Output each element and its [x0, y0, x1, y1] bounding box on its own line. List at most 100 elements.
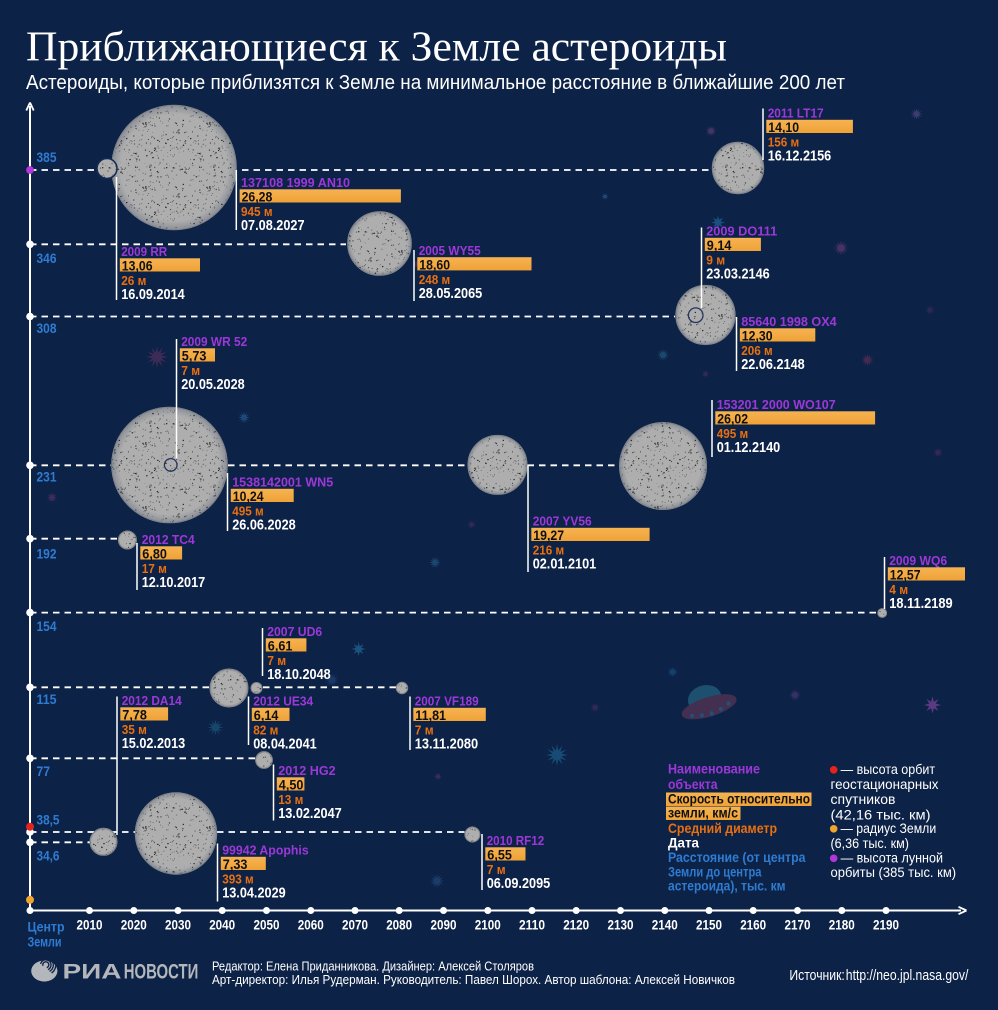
svg-text:Приближающиеся к Земле астерои: Приближающиеся к Земле астероиды [26, 25, 727, 71]
svg-text:945 м: 945 м [241, 205, 273, 219]
svg-text:объекта: объекта [668, 776, 718, 792]
svg-text:(6,36 тыс. км): (6,36 тыс. км) [831, 835, 909, 851]
svg-text:16.09.2014: 16.09.2014 [121, 287, 185, 303]
svg-text:астероида), тыс. км: астероида), тыс. км [668, 878, 786, 894]
svg-text:18.10.2048: 18.10.2048 [267, 667, 331, 683]
svg-text:6,14: 6,14 [254, 708, 279, 723]
svg-text:495 м: 495 м [717, 427, 749, 441]
svg-text:2050: 2050 [254, 917, 280, 933]
svg-text:Дата: Дата [668, 835, 699, 851]
svg-text:34,6: 34,6 [37, 848, 60, 864]
svg-text:385: 385 [37, 149, 57, 165]
svg-text:85640 1998 OX4: 85640 1998 OX4 [741, 314, 837, 329]
svg-text:Земли до центра: Земли до центра [668, 863, 762, 879]
svg-text:2009 RR: 2009 RR [121, 244, 168, 259]
svg-text:Арт-директор: Илья Рудерман. Р: Арт-директор: Илья Рудерман. Руководител… [212, 973, 735, 987]
svg-text:346: 346 [37, 250, 57, 266]
svg-text:2120: 2120 [563, 917, 589, 933]
svg-text:2170: 2170 [785, 917, 811, 933]
svg-text:2190: 2190 [873, 917, 899, 933]
svg-text:2080: 2080 [386, 917, 412, 933]
svg-text:308: 308 [37, 320, 57, 336]
svg-text:Земли: Земли [28, 934, 62, 950]
svg-text:2090: 2090 [431, 917, 457, 933]
svg-text:2007 VF189: 2007 VF189 [415, 694, 479, 709]
svg-text:18,60: 18,60 [419, 257, 450, 272]
svg-text:154: 154 [37, 618, 57, 634]
svg-text:Скорость относительно: Скорость относительно [668, 791, 810, 807]
svg-text:02.01.2101: 02.01.2101 [533, 557, 597, 573]
svg-text:4 м: 4 м [889, 583, 908, 597]
svg-text:Центр: Центр [28, 919, 65, 935]
svg-text:248 м: 248 м [419, 273, 451, 287]
svg-text:НОВОСТИ: НОВОСТИ [124, 960, 199, 984]
svg-text:7,33: 7,33 [223, 857, 248, 872]
svg-text:5,73: 5,73 [182, 348, 207, 363]
svg-text:82 м: 82 м [253, 724, 278, 738]
svg-text:6,80: 6,80 [142, 546, 167, 561]
svg-text:13.02.2047: 13.02.2047 [278, 806, 342, 822]
svg-text:7 м: 7 м [181, 364, 200, 378]
svg-text:2009 WQ6: 2009 WQ6 [889, 553, 947, 568]
svg-text:11,81: 11,81 [415, 708, 446, 723]
svg-text:2005 WY55: 2005 WY55 [419, 243, 481, 258]
svg-text:14,10: 14,10 [768, 120, 799, 135]
svg-text:9,14: 9,14 [707, 238, 732, 253]
svg-text:35 м: 35 м [122, 723, 147, 737]
svg-text:2150: 2150 [696, 917, 722, 933]
svg-text:99942 Apophis: 99942 Apophis [222, 843, 309, 858]
svg-text:7,78: 7,78 [122, 707, 147, 722]
svg-text:17 м: 17 м [142, 562, 167, 576]
svg-text:2030: 2030 [165, 917, 191, 933]
svg-text:38,5: 38,5 [37, 812, 60, 828]
svg-text:— высота орбит: — высота орбит [841, 761, 936, 777]
svg-text:26,28: 26,28 [242, 189, 273, 204]
svg-text:216 м: 216 м [533, 544, 565, 558]
svg-text:— радиус Земли: — радиус Земли [841, 820, 937, 836]
svg-text:22.06.2148: 22.06.2148 [741, 357, 805, 373]
svg-text:19,27: 19,27 [533, 528, 564, 543]
svg-text:2012 UE34: 2012 UE34 [253, 694, 314, 709]
svg-text:2040: 2040 [209, 917, 235, 933]
svg-text:18.11.2189: 18.11.2189 [889, 596, 953, 612]
svg-text:2007 YV56: 2007 YV56 [533, 514, 592, 529]
svg-text:12,30: 12,30 [742, 328, 773, 343]
svg-text:7 м: 7 м [267, 654, 286, 668]
svg-text:16.12.2156: 16.12.2156 [768, 149, 832, 165]
svg-text:26.06.2028: 26.06.2028 [232, 518, 296, 534]
svg-text:08.04.2041: 08.04.2041 [253, 737, 317, 753]
svg-text:2140: 2140 [652, 917, 678, 933]
svg-text:2180: 2180 [829, 917, 855, 933]
svg-text:15.02.2013: 15.02.2013 [122, 736, 186, 752]
svg-text:13,06: 13,06 [122, 258, 153, 273]
svg-text:2060: 2060 [298, 917, 324, 933]
svg-text:23.03.2146: 23.03.2146 [706, 267, 770, 283]
svg-text:2020: 2020 [121, 917, 147, 933]
svg-text:20.05.2028: 20.05.2028 [181, 377, 245, 393]
svg-text:(42,16 тыс. км): (42,16 тыс. км) [831, 807, 931, 823]
svg-text:06.09.2095: 06.09.2095 [487, 876, 551, 892]
svg-text:спутников: спутников [831, 791, 896, 807]
svg-text:26,02: 26,02 [717, 411, 748, 426]
svg-text:6,55: 6,55 [487, 847, 512, 862]
svg-text:орбиты (385 тыс. км): орбиты (385 тыс. км) [831, 864, 957, 880]
svg-text:393 м: 393 м [222, 873, 254, 887]
svg-text:156 м: 156 м [768, 136, 800, 150]
svg-text:2010: 2010 [77, 917, 103, 933]
svg-text:77: 77 [37, 763, 51, 779]
svg-text:2160: 2160 [740, 917, 766, 933]
svg-text:Астероиды, которые приблизятся: Астероиды, которые приблизятся к Земле н… [26, 72, 845, 94]
svg-text:7 м: 7 м [487, 863, 506, 877]
svg-text:153201 2000 WO107: 153201 2000 WO107 [717, 397, 836, 412]
svg-text:13.11.2080: 13.11.2080 [415, 737, 479, 753]
svg-text:2012 HG2: 2012 HG2 [278, 763, 336, 778]
svg-text:13.04.2029: 13.04.2029 [222, 886, 286, 902]
svg-text:231: 231 [37, 469, 57, 485]
svg-text:9 м: 9 м [706, 254, 725, 268]
svg-text:2012 TC4: 2012 TC4 [142, 532, 196, 547]
svg-text:115: 115 [37, 691, 57, 707]
svg-text:28.05.2065: 28.05.2065 [419, 286, 483, 302]
svg-text:2070: 2070 [342, 917, 368, 933]
svg-text:137108 1999 AN10: 137108 1999 AN10 [241, 175, 350, 190]
svg-text:07.08.2027: 07.08.2027 [241, 218, 305, 234]
